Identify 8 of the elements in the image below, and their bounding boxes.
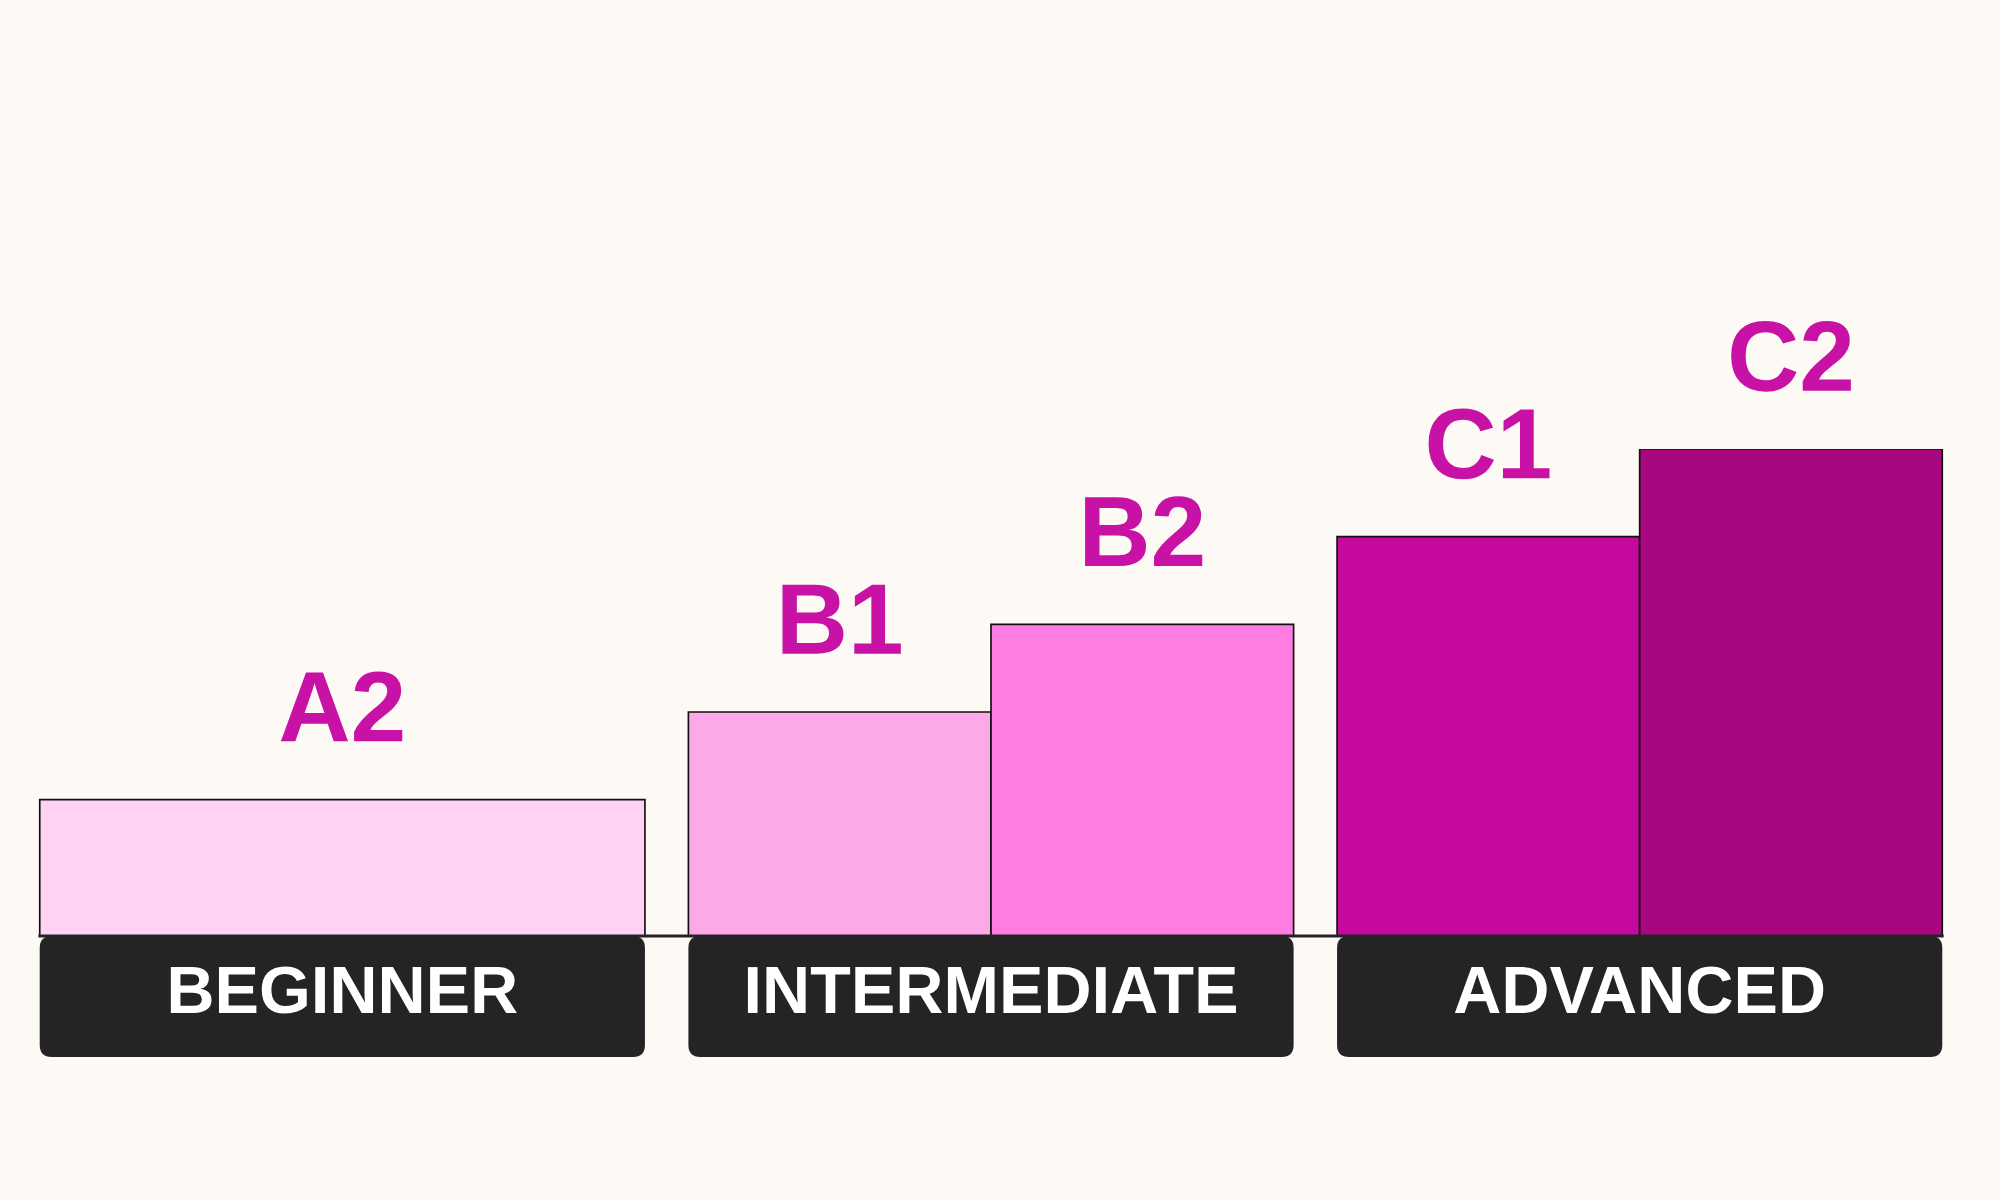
x-tick-label: ADVANCED bbox=[1454, 966, 1824, 1014]
series-label: B2 bbox=[1085, 496, 1203, 567]
series-label: C2 bbox=[1731, 320, 1851, 392]
x-tick-label: INTERMEDIATE bbox=[747, 967, 1236, 1013]
series-label: A2 bbox=[280, 671, 403, 742]
series-label: C1 bbox=[1428, 408, 1550, 480]
series-label: B1 bbox=[782, 584, 901, 654]
x-tick-label: BEGINNER bbox=[170, 966, 517, 1014]
